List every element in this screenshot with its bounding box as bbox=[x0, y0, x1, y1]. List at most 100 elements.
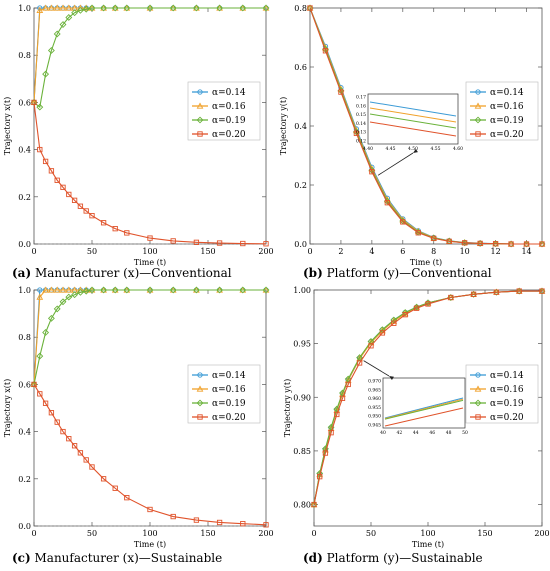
inset-y-tick-label-d: 0.965 bbox=[368, 387, 381, 393]
series-line-a-3 bbox=[33, 102, 267, 245]
inset-series-d-2 bbox=[384, 399, 464, 420]
data-point-a-3 bbox=[37, 146, 43, 153]
data-point-b-3 bbox=[384, 200, 390, 206]
y-tick-label-a: 0.0 bbox=[18, 240, 31, 249]
data-point-d-3 bbox=[470, 291, 477, 297]
y-tick-label-b: 0.8 bbox=[294, 4, 307, 13]
legend-marker-b bbox=[474, 102, 482, 109]
data-point-a-2 bbox=[59, 21, 67, 28]
x-tick-label-c: 0 bbox=[31, 529, 36, 538]
x-axis-label-d: Time (t) bbox=[412, 540, 444, 549]
inset-series-d-0 bbox=[384, 397, 464, 419]
series-line-c-3 bbox=[33, 384, 267, 526]
x-axis-label-a: Time (t) bbox=[134, 258, 166, 267]
x-tick-label-c: 50 bbox=[87, 529, 97, 538]
data-point-a-3 bbox=[48, 168, 55, 174]
y-tick-label-b: 0.2 bbox=[294, 181, 307, 190]
x-tick-label-b: 6 bbox=[400, 247, 405, 256]
x-tick-label-a: 200 bbox=[258, 247, 273, 256]
data-point-a-3 bbox=[170, 238, 176, 244]
data-point-c-3 bbox=[193, 517, 200, 523]
data-point-a-2 bbox=[169, 4, 177, 12]
x-tick-label-c: 200 bbox=[258, 529, 273, 538]
zoom-arrow-d bbox=[363, 360, 390, 377]
data-point-d-3 bbox=[322, 450, 329, 456]
x-tick-label-b: 8 bbox=[431, 247, 436, 256]
data-point-a-2 bbox=[239, 4, 247, 12]
x-tick-label-b: 2 bbox=[338, 247, 343, 256]
legend-label-d: α=0.20 bbox=[490, 413, 524, 423]
y-tick-label-d: 0.85 bbox=[293, 447, 311, 456]
legend-marker-c bbox=[197, 414, 203, 420]
data-point-d-3 bbox=[539, 288, 545, 294]
data-point-c-3 bbox=[124, 495, 130, 501]
data-point-c-3 bbox=[83, 457, 89, 463]
x-tick-label-b: 14 bbox=[521, 247, 531, 256]
inset-series-b-1 bbox=[369, 107, 457, 123]
legend-marker-c bbox=[196, 385, 204, 392]
data-point-a-3 bbox=[89, 213, 95, 219]
zoom-arrowhead-b bbox=[413, 148, 418, 153]
data-point-a-3 bbox=[263, 241, 269, 247]
data-point-c-3 bbox=[71, 443, 78, 449]
x-tick-label-b: 0 bbox=[307, 247, 312, 256]
x-tick-label-a: 100 bbox=[142, 247, 157, 256]
data-point-a-3 bbox=[124, 230, 130, 236]
inset-x-tick-label-b: 4.40 bbox=[363, 146, 373, 152]
data-point-a-1 bbox=[48, 4, 55, 11]
data-point-a-2 bbox=[65, 14, 73, 21]
x-tick-label-a: 50 bbox=[87, 247, 97, 256]
data-point-a-3 bbox=[60, 184, 66, 191]
legend-label-d: α=0.19 bbox=[490, 399, 524, 409]
x-tick-label-d: 200 bbox=[534, 529, 549, 538]
data-point-d-3 bbox=[448, 294, 454, 301]
inset-series-b-0 bbox=[369, 101, 457, 117]
y-axis-label-c: Trajectory x(t) bbox=[3, 379, 12, 438]
legend-label-a: α=0.14 bbox=[212, 88, 246, 98]
data-point-d-3 bbox=[345, 381, 351, 388]
legend-marker-a bbox=[197, 89, 203, 95]
inset-x-tick-label-d: 42 bbox=[397, 430, 403, 436]
data-point-a-2 bbox=[123, 4, 131, 12]
data-point-b-3 bbox=[400, 219, 406, 225]
data-point-a-1 bbox=[42, 4, 49, 11]
inset-x-tick-label-b: 4.50 bbox=[408, 146, 418, 152]
data-point-a-3 bbox=[66, 191, 72, 198]
legend-marker-b bbox=[475, 89, 481, 95]
inset-y-tick-label-b: 0.14 bbox=[356, 121, 366, 127]
data-point-d-3 bbox=[402, 312, 408, 318]
legend-marker-a bbox=[197, 131, 203, 137]
legend-label-a: α=0.16 bbox=[212, 102, 246, 112]
legend-label-a: α=0.20 bbox=[212, 130, 246, 140]
data-point-c-3 bbox=[31, 381, 37, 388]
data-point-c-1 bbox=[48, 286, 55, 293]
zoom-arrowhead-d bbox=[389, 376, 394, 381]
inset-y-tick-label-d: 0.970 bbox=[368, 379, 381, 385]
caption-b: (b) Platform (y)—Conventional bbox=[303, 266, 492, 280]
data-point-b-3 bbox=[338, 89, 344, 95]
data-point-a-3 bbox=[54, 177, 60, 183]
data-point-a-3 bbox=[71, 197, 78, 203]
inset-series-b-2 bbox=[369, 113, 457, 129]
inset-y-tick-label-b: 0.15 bbox=[356, 112, 366, 118]
data-point-c-3 bbox=[216, 519, 223, 526]
x-tick-label-c: 100 bbox=[142, 529, 157, 538]
x-tick-label-d: 150 bbox=[477, 529, 492, 538]
data-point-c-3 bbox=[263, 522, 269, 528]
data-point-b-3 bbox=[415, 230, 421, 236]
data-point-b-3 bbox=[353, 130, 360, 137]
legend-label-c: α=0.19 bbox=[212, 399, 246, 409]
legend-label-b: α=0.20 bbox=[490, 130, 524, 140]
data-point-c-2 bbox=[123, 286, 131, 294]
data-point-c-2 bbox=[192, 286, 200, 294]
y-tick-label-d: 0.95 bbox=[293, 340, 311, 349]
inset-x-tick-label-b: 4.45 bbox=[385, 146, 395, 152]
inset-y-tick-label-b: 0.12 bbox=[356, 139, 366, 145]
data-point-d-3 bbox=[516, 288, 522, 294]
data-point-a-2 bbox=[82, 5, 90, 13]
legend-label-b: α=0.16 bbox=[490, 102, 524, 112]
data-point-d-3 bbox=[328, 430, 334, 436]
legend-marker-a bbox=[196, 116, 204, 124]
data-point-a-2 bbox=[53, 30, 61, 38]
